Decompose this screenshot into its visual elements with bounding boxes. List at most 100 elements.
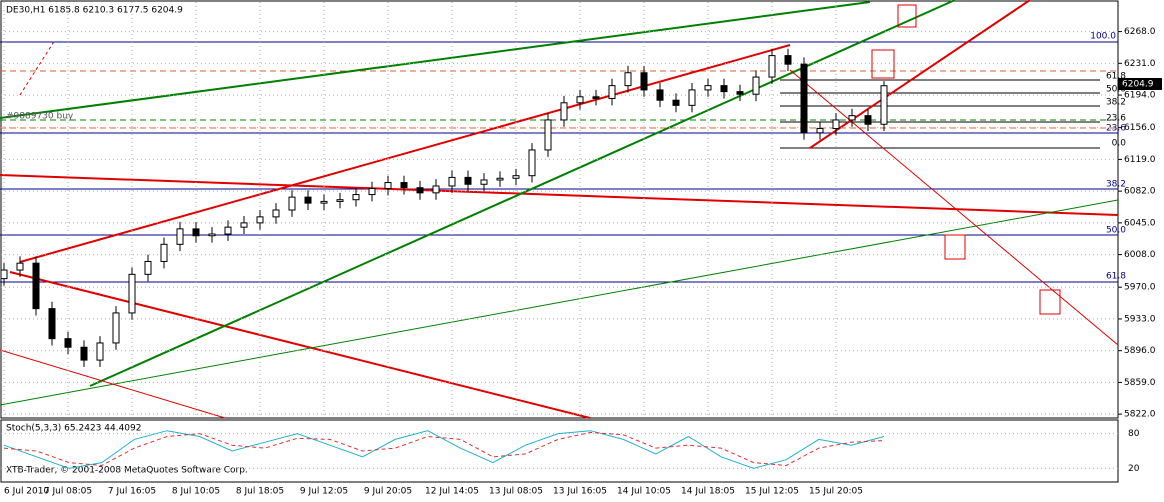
y-tick-label: 6045.0	[1124, 218, 1156, 228]
candle-body	[848, 115, 856, 121]
y-tick-label: 6268.0	[1124, 27, 1156, 37]
x-tick-label: 6 Jul 2010	[4, 487, 49, 497]
candle-body	[64, 338, 72, 348]
fib-label: 23.6	[1106, 114, 1126, 124]
fib-label: 38.2	[1106, 98, 1126, 108]
candle-body	[640, 72, 648, 91]
candle-body	[144, 260, 152, 275]
candle-body	[80, 346, 88, 361]
candle-body	[768, 55, 776, 78]
fib-label: 100.0	[1090, 32, 1116, 42]
candle-body	[32, 262, 40, 310]
candle-body	[224, 226, 232, 235]
candle-body	[304, 196, 312, 204]
trendline	[0, 349, 226, 419]
stoch-line	[3, 430, 885, 469]
arrow-box	[944, 234, 966, 260]
candle-body	[576, 96, 584, 104]
candle-body	[16, 262, 24, 271]
trendline	[19, 39, 56, 96]
price-tag: 6204.9	[1122, 80, 1154, 90]
x-tick-label: 15 Jul 20:05	[809, 487, 863, 497]
arrow-box	[897, 4, 917, 28]
price-tag-bg	[1118, 78, 1162, 90]
candle-body	[688, 89, 696, 106]
x-tick-label: 8 Jul 10:05	[172, 487, 220, 497]
candle-body	[672, 99, 680, 106]
candle-body	[128, 273, 136, 314]
fib-label: 50.0	[1106, 226, 1126, 236]
copyright: XTB-Trader, © 2001-2008 MetaQuotes Softw…	[6, 466, 248, 476]
candle-body	[48, 308, 56, 340]
candle-body	[336, 199, 344, 202]
y-tick-label: 5933.0	[1124, 314, 1156, 324]
objects	[0, 0, 1119, 419]
fib-label: 23.6	[1106, 124, 1126, 134]
candle-body	[112, 312, 120, 344]
candle-body	[800, 63, 808, 134]
candle-body	[512, 175, 520, 179]
candle-body	[608, 85, 616, 99]
candle-body	[784, 55, 792, 65]
candle-body	[736, 91, 744, 95]
trendline	[0, 199, 1119, 406]
x-tick-label: 9 Jul 20:05	[364, 487, 412, 497]
x-tick-label: 13 Jul 08:05	[489, 487, 543, 497]
candle-body	[480, 179, 488, 185]
arrow-box	[1039, 289, 1061, 315]
x-tick-label: 14 Jul 18:05	[681, 487, 735, 497]
stoch-line	[3, 431, 885, 467]
candle-body	[432, 185, 440, 194]
candle-body	[368, 188, 376, 196]
fib-label: 0.0	[1112, 139, 1127, 149]
fib-label: 50.0	[1106, 85, 1126, 95]
x-tick-label: 9 Jul 12:05	[300, 487, 348, 497]
candle-body	[880, 85, 888, 125]
order-label: #9889730 buy	[6, 112, 74, 122]
candle-body	[832, 119, 840, 130]
x-tick-label: 14 Jul 10:05	[617, 487, 671, 497]
x-tick-label: 12 Jul 14:05	[425, 487, 479, 497]
candle-body	[816, 128, 824, 134]
trendline	[0, 174, 1119, 216]
main-panel	[0, 0, 1119, 419]
y-tick-label: 6082.0	[1124, 187, 1156, 197]
arrow-box	[871, 49, 895, 79]
candle-body	[704, 85, 712, 91]
candle-body	[272, 209, 280, 218]
y-tick-label: 6194.0	[1124, 91, 1156, 101]
y-tick-label: 80	[1128, 429, 1140, 439]
x-tick-label: 15 Jul 12:05	[745, 487, 799, 497]
y-tick-label: 6008.0	[1124, 250, 1156, 260]
x-tick-label: 13 Jul 16:05	[553, 487, 607, 497]
candle-body	[256, 216, 264, 224]
candle-body	[528, 149, 536, 177]
candle-body	[400, 182, 408, 189]
candle-body	[624, 72, 632, 87]
trendline	[19, 44, 791, 263]
fib-label: 38.2	[1106, 180, 1126, 190]
candle-body	[176, 228, 184, 245]
fib-label: 61.8	[1106, 72, 1126, 82]
x-tick-label: 7 Jul 16:05	[108, 487, 156, 497]
candle-body	[288, 196, 296, 211]
trendline	[89, 0, 956, 387]
y-tick-label: 6156.0	[1124, 123, 1156, 133]
x-tick-label: 7 Jul 08:05	[44, 487, 92, 497]
candle-body	[96, 342, 104, 361]
candle-body	[656, 89, 664, 101]
candle-body	[240, 222, 248, 228]
candle-body	[496, 177, 504, 181]
candle-body	[592, 96, 600, 99]
trendline	[809, 0, 1031, 149]
x-tick-label: 8 Jul 18:05	[236, 487, 284, 497]
candle-body	[160, 243, 168, 262]
candle-body	[352, 194, 360, 201]
candle-body	[208, 233, 216, 237]
candle-body	[560, 102, 568, 121]
trendline	[9, 271, 591, 419]
candle-body	[0, 269, 8, 280]
y-tick-label: 5859.0	[1124, 378, 1156, 388]
